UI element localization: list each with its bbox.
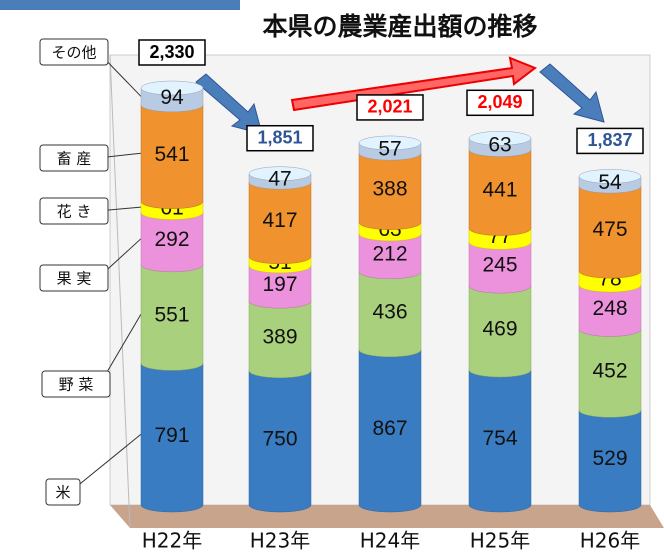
segment [140,104,204,209]
value-label: 754 [482,427,517,450]
chart-title: 本県の農業産出額の推移 [262,12,537,41]
value-label: 551 [154,304,189,327]
segment [578,410,642,513]
legend-box [39,38,109,66]
x-tick-label: H26年 [580,529,641,553]
total-label: 2,049 [477,92,522,112]
value-label: 212 [372,242,407,265]
segment [358,152,422,230]
legend-box [39,197,109,225]
total-label: 1,851 [257,127,302,147]
header-strip [0,0,240,10]
value-label: 750 [262,427,297,450]
legend-box [41,370,111,398]
arrow [290,56,538,112]
x-tick-label: H25年 [470,529,531,553]
value-label: 529 [592,447,627,470]
value-label: 791 [154,424,189,447]
total-label: 1,837 [587,130,632,150]
segment [468,369,532,513]
value-label: 389 [262,326,297,349]
segment-top [358,135,422,151]
total-box [356,94,424,121]
value-label: 63 [488,133,511,156]
value-label: 452 [592,359,627,382]
total-box [466,89,534,117]
segment [140,363,204,513]
x-tick-label: H24年 [360,529,421,553]
segment [468,242,532,294]
arrow [195,73,263,135]
legend-label: 花 き [57,203,92,221]
segment [358,233,422,280]
segment [248,370,312,513]
segment [248,265,312,309]
segment [468,149,532,236]
value-label: 469 [482,318,517,341]
value-label: 475 [592,218,627,241]
value-label: 248 [592,297,627,320]
value-label: 436 [372,300,407,323]
value-label: 417 [262,209,297,232]
segment [248,181,312,264]
segment-top [578,169,642,184]
segment [358,349,422,513]
segment [358,271,422,358]
legend-label: 畜 産 [57,150,92,168]
value-label: 245 [482,254,517,277]
legend-box [45,478,81,506]
segment [140,212,204,273]
leader [69,433,142,493]
x-tick-label: H22年 [142,529,203,553]
segment [468,285,532,378]
value-label: 441 [482,179,517,202]
legend-label: 果 実 [57,270,92,288]
value-label: 47 [268,167,291,190]
value-label: 94 [160,86,184,109]
value-label: 541 [154,143,189,166]
segment [578,329,642,418]
total-label: 2,330 [149,42,194,62]
legend-box [39,264,109,292]
legend-box [39,144,109,172]
segment [578,284,642,337]
value-label: 57 [378,138,401,161]
total-box [576,127,644,155]
legend-label: 米 [55,484,70,502]
segment [248,300,312,379]
floor [110,505,664,528]
arrow [539,63,605,123]
segment-top [140,80,204,96]
segment-top [468,131,532,146]
legend-label: 野 菜 [59,376,94,394]
x-tick-label: H23年 [250,529,311,553]
legend: 米 野 菜 果 実 花 き 畜 産 その他 [39,38,142,506]
value-label: 867 [372,417,407,440]
value-label: 292 [154,228,189,251]
arrows [195,56,605,135]
value-label: 388 [372,177,407,200]
value-label: 54 [598,171,622,194]
total-label: 2,021 [367,97,412,117]
legend-label: その他 [51,44,96,62]
segment-top [248,166,312,181]
wall-edge [109,54,131,529]
segment [578,185,642,279]
segment [140,264,204,371]
total-box [138,39,206,66]
value-label: 197 [262,273,297,296]
total-box [246,124,314,152]
